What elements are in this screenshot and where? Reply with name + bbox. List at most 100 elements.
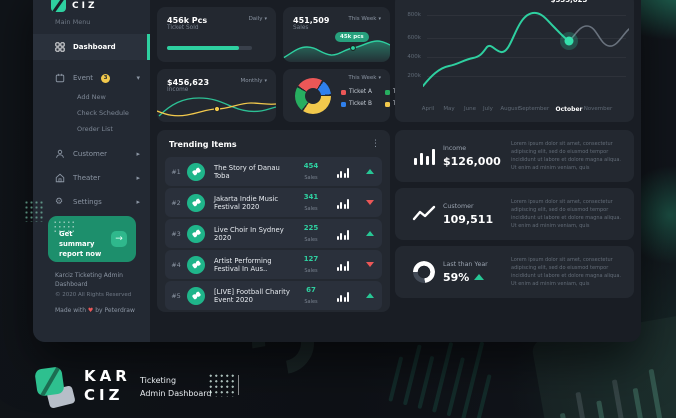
- insight-description: Lorem ipsum dolor sit amet, consectetur …: [511, 199, 622, 229]
- brand-logo-teal-ticket: [34, 366, 65, 397]
- footer-copyright: © 2020 All Rights Reserved: [55, 292, 132, 298]
- decor-dot-grid: [208, 373, 236, 397]
- trending-row[interactable]: #2 Jakarta Indie Music Festival 2020 341…: [165, 188, 382, 217]
- ticket-sold-value: 456k Pcs: [167, 16, 208, 25]
- trending-row[interactable]: #3 Live Choir In Sydney 2020 225 Sales: [165, 219, 382, 248]
- sales-value: 341: [303, 192, 319, 201]
- sidebar-item-label: Theater: [73, 174, 101, 182]
- kebab-menu-icon[interactable]: ⋮: [371, 139, 380, 149]
- income-insight-card: Income $126,000 Lorem ipsum dolor sit am…: [395, 130, 634, 182]
- sales-unit: Sales: [304, 174, 318, 181]
- item-sales: 225 Sales: [294, 224, 328, 244]
- chevron-down-icon: ▾: [136, 74, 140, 82]
- item-title: Live Choir In Sydney 2020: [214, 225, 284, 242]
- tagline-line2: Admin Dashboard: [140, 389, 212, 398]
- weekly-sales-label: Sales: [293, 25, 309, 31]
- insight-title: Customer: [443, 202, 474, 210]
- sales-unit: Sales: [304, 298, 318, 305]
- x-axis-label-active[interactable]: October: [555, 106, 583, 113]
- projection-series-path: [568, 25, 629, 47]
- weekly-sales-card: 451,509 Sales This Week ▾ 45k pcs: [283, 7, 390, 62]
- trend-up-icon: [358, 231, 382, 236]
- ticket-share-range-select[interactable]: This Week ▾: [348, 75, 381, 81]
- sidebar-item-label: Settings: [73, 198, 102, 206]
- trend-down-icon: [358, 200, 382, 205]
- x-axis-label: November: [583, 106, 613, 112]
- sidebar-item-settings[interactable]: ⚙ Settings ▸: [33, 190, 150, 214]
- app-logo-icon: [51, 0, 66, 12]
- brand-name: KAR CIZ: [84, 367, 131, 405]
- income-lines-chart: [157, 97, 276, 117]
- sidebar-item-customer[interactable]: Customer ▸: [33, 142, 150, 166]
- legend-swatch: [385, 101, 390, 107]
- trend-line-icon: [405, 205, 443, 223]
- range-value: This Week: [348, 75, 377, 81]
- x-axis-label: May: [443, 106, 455, 112]
- trending-row[interactable]: #1 The Story of Danau Toba 454 Sales: [165, 157, 382, 186]
- legend-item: Ticket A: [341, 86, 381, 98]
- ticket-icon: [187, 193, 205, 212]
- gear-icon: ⚙: [55, 197, 64, 207]
- sales-unit: Sales: [304, 267, 318, 274]
- ticket-share-card: This Week▾ Ticket A Ticket C Ticket B Ti…: [283, 69, 416, 122]
- sidebar-item-dashboard[interactable]: Dashboard: [33, 34, 150, 60]
- insight-value: $126,000: [443, 154, 501, 168]
- progress-fill: [167, 46, 240, 50]
- sales-value: 67: [306, 285, 316, 294]
- sidebar-item-check-schedule[interactable]: Check Schedule: [77, 109, 129, 117]
- sidebar-item-event[interactable]: Event 3 ▾: [33, 66, 150, 90]
- mini-bars-icon: [328, 290, 358, 302]
- y-axis-tick: 600k: [407, 35, 421, 41]
- sales-overview-line: [423, 2, 629, 102]
- income-range-select[interactable]: Monthly ▾: [240, 78, 267, 84]
- calendar-icon: [55, 73, 65, 83]
- summary-report-card[interactable]: Get summary report now →: [48, 216, 136, 262]
- item-title: The Story of Danau Toba: [214, 163, 280, 180]
- last-than-year-insight-card: Last than Year 59% Lorem ipsum dolor sit…: [395, 246, 634, 298]
- item-title: Jakarta Indie Music Festival 2020: [214, 194, 279, 211]
- sidebar-item-add-new[interactable]: Add New: [77, 93, 106, 101]
- chevron-right-icon: ▸: [136, 174, 140, 182]
- sales-overview-chart-card: 800k 600k 400k 200k: [395, 0, 634, 122]
- summary-arrow-button[interactable]: →: [111, 231, 127, 247]
- mini-bars-icon: [328, 259, 358, 271]
- brand-tagline: Ticketing Admin Dashboard: [140, 374, 211, 400]
- menu-section-label: Main Menu: [55, 18, 91, 26]
- mini-bars-icon: [328, 228, 358, 240]
- income-trend-card: $456,623 Income Monthly ▾: [157, 69, 276, 122]
- x-axis-label: August: [500, 106, 520, 112]
- sidebar-item-oreder-list[interactable]: Oreder List: [77, 125, 113, 133]
- item-sales: 127 Sales: [294, 255, 328, 275]
- ticket-sold-range-select[interactable]: Daily ▾: [249, 16, 267, 22]
- bar-chart-icon: [405, 146, 443, 166]
- rank-label: #4: [171, 260, 181, 269]
- summary-text-line2: report now: [59, 250, 102, 258]
- sales-value: 127: [303, 254, 319, 263]
- sales-unit: Sales: [304, 205, 318, 212]
- tagline-line1: Ticketing: [140, 376, 177, 385]
- legend-swatch: [385, 89, 390, 95]
- weekly-sales-range-select[interactable]: This Week ▾: [348, 16, 381, 22]
- chevron-down-icon: ▾: [264, 78, 267, 84]
- trending-row[interactable]: #4 Artist Performing Festival In Aus.. 1…: [165, 250, 382, 279]
- trending-title: Trending Items: [169, 140, 237, 149]
- insight-title: Income: [443, 144, 467, 152]
- trending-row[interactable]: #5 [LIVE] Football Charity Event 2020 67…: [165, 281, 382, 310]
- rank-label: #3: [171, 229, 181, 238]
- chevron-down-icon: ▾: [378, 16, 381, 22]
- app-logo: KAR CIZ: [51, 0, 102, 12]
- rank-label: #2: [171, 198, 181, 207]
- y-axis-tick: 200k: [407, 73, 421, 79]
- sidebar-item-label: Event: [73, 74, 94, 82]
- actual-series-path: [423, 11, 570, 87]
- range-value: This Week: [348, 16, 377, 22]
- ticket-icon: [187, 286, 205, 305]
- legend-swatch: [341, 101, 346, 107]
- x-axis-label: September: [518, 106, 550, 112]
- sidebar-item-theater[interactable]: Theater ▸: [33, 166, 150, 190]
- legend-item: Ticket B: [341, 98, 381, 110]
- event-count-badge: 3: [101, 73, 111, 83]
- x-axis-label: April: [421, 106, 435, 112]
- ticket-sold-progress: [167, 46, 252, 50]
